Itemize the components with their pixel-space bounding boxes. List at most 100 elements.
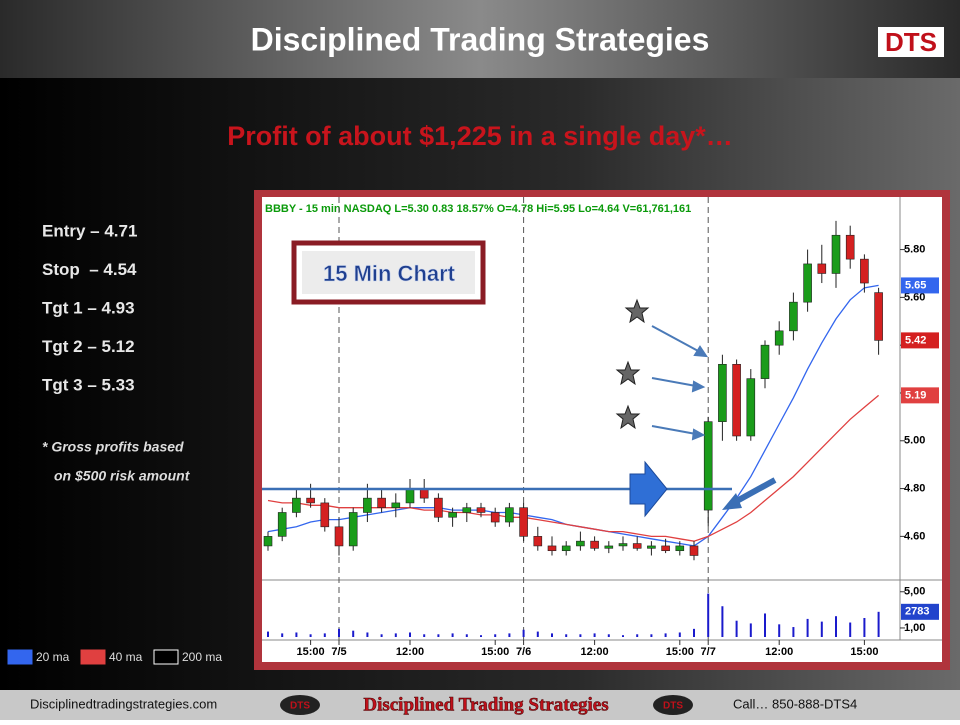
footer-band — [0, 690, 960, 720]
candle-body — [860, 258, 869, 284]
legend-swatch — [7, 649, 33, 665]
value-tag — [901, 387, 939, 404]
label-box-inner — [302, 251, 475, 294]
volume-bar — [650, 634, 653, 637]
star — [624, 298, 650, 324]
volume-bar — [735, 620, 738, 637]
header-band — [0, 0, 960, 78]
volume-bar — [522, 629, 525, 637]
volume-bar — [849, 622, 852, 637]
candle-body — [718, 363, 727, 422]
x-tick-label: 12:00 — [765, 646, 793, 658]
x-tick-label: 15:00 — [666, 646, 694, 658]
level: Tgt 2 – 5.12 — [42, 337, 135, 356]
volume-bar — [820, 621, 823, 637]
volume-bar — [792, 627, 795, 637]
footer-brand: Disciplined Trading Strategies — [363, 694, 608, 715]
value-tag — [901, 277, 939, 294]
footer-logo-bg — [280, 695, 320, 715]
title: Disciplined Trading Strategies — [251, 21, 710, 57]
x-tick-label: 15:00 — [297, 646, 325, 658]
footer-phone: Call… 850-888-DTS4 — [733, 696, 857, 711]
candle-body — [434, 497, 443, 518]
candle-body — [377, 497, 386, 508]
level: Tgt 1 – 4.93 — [42, 298, 135, 317]
candle-body — [661, 545, 670, 552]
candle-body — [647, 545, 656, 549]
volume-bar — [323, 633, 326, 637]
headline: Profit of about $1,225 in a single day*… — [227, 121, 733, 151]
x-tick-label: 7/7 — [701, 646, 716, 658]
volume-bar — [338, 628, 340, 637]
candle-body — [760, 344, 770, 379]
x-tick-label: 15:00 — [481, 646, 509, 658]
legend: 20 ma 40 ma 200 ma — [7, 649, 222, 665]
candle-body — [604, 545, 614, 549]
chart-info: BBBY - 15 min NASDAQ L=5.30 0.83 18.57% … — [265, 203, 691, 215]
candle-body — [874, 292, 883, 341]
volume-bar — [394, 633, 397, 637]
x-tick-label: 12:00 — [581, 646, 609, 658]
volume-bar — [423, 634, 426, 637]
legend-swatch — [80, 649, 106, 665]
candle-body — [689, 545, 699, 556]
candle-body — [306, 497, 315, 504]
arrow-head — [693, 345, 708, 358]
value-tag-label: 5.19 — [905, 389, 926, 401]
volume-bar — [835, 616, 837, 637]
candle-body — [746, 378, 756, 437]
arrow-head — [691, 428, 706, 441]
volume-bar — [437, 634, 440, 637]
arrow — [651, 425, 697, 435]
volume-bar — [536, 631, 539, 637]
candle-body — [561, 545, 571, 552]
candle-body — [391, 502, 401, 508]
x-tick-label: 15:00 — [850, 646, 878, 658]
chart-label: 15 Min Chart — [323, 261, 456, 286]
volume-bar — [636, 634, 639, 637]
footnote: * Gross profits based — [42, 439, 184, 455]
volume-bar — [764, 613, 766, 637]
candle-body — [547, 545, 557, 552]
volume-bar — [749, 623, 752, 637]
candle-body — [348, 512, 358, 547]
logo: DTS — [885, 27, 937, 57]
level: Stop – 4.54 — [42, 260, 137, 279]
volume-bar — [508, 633, 511, 637]
x-tick-label: 7/6 — [516, 646, 531, 658]
star-arrows — [651, 325, 708, 441]
legend-label: 40 ma — [109, 650, 143, 664]
volume-tick-label: 1,00 — [904, 622, 925, 634]
candle-body — [831, 234, 841, 274]
level: Entry – 4.71 — [42, 221, 137, 240]
candle-body — [632, 543, 642, 549]
candle-body — [576, 540, 585, 547]
volume-bar — [494, 634, 497, 637]
legend-swatch — [153, 649, 179, 665]
candle-body — [845, 234, 855, 260]
value-tag — [901, 603, 939, 620]
candle-body — [732, 363, 741, 437]
x-tick-label: 12:00 — [396, 646, 424, 658]
legend-label: 200 ma — [182, 650, 222, 664]
volume-bar — [451, 633, 454, 637]
legend-label: 20 ma — [36, 650, 70, 664]
volume-bar — [366, 632, 369, 637]
volume-bar — [281, 633, 284, 637]
volume-bar — [778, 624, 781, 637]
candle-body — [490, 512, 500, 523]
volume-bar — [409, 632, 411, 637]
footer-logo-bg — [653, 695, 693, 715]
volume-bar — [565, 634, 568, 637]
candle-body — [703, 421, 713, 511]
volume-bar — [622, 635, 624, 637]
volume-bar — [579, 634, 582, 637]
footnote: on $500 risk amount — [54, 468, 191, 484]
candle-body — [519, 507, 528, 537]
volume-bar — [664, 633, 667, 637]
y-tick-label: 5.00 — [904, 435, 925, 447]
volume-bar — [309, 634, 312, 637]
value-tag-label: 2783 — [905, 606, 929, 618]
volume-bar — [380, 634, 383, 637]
